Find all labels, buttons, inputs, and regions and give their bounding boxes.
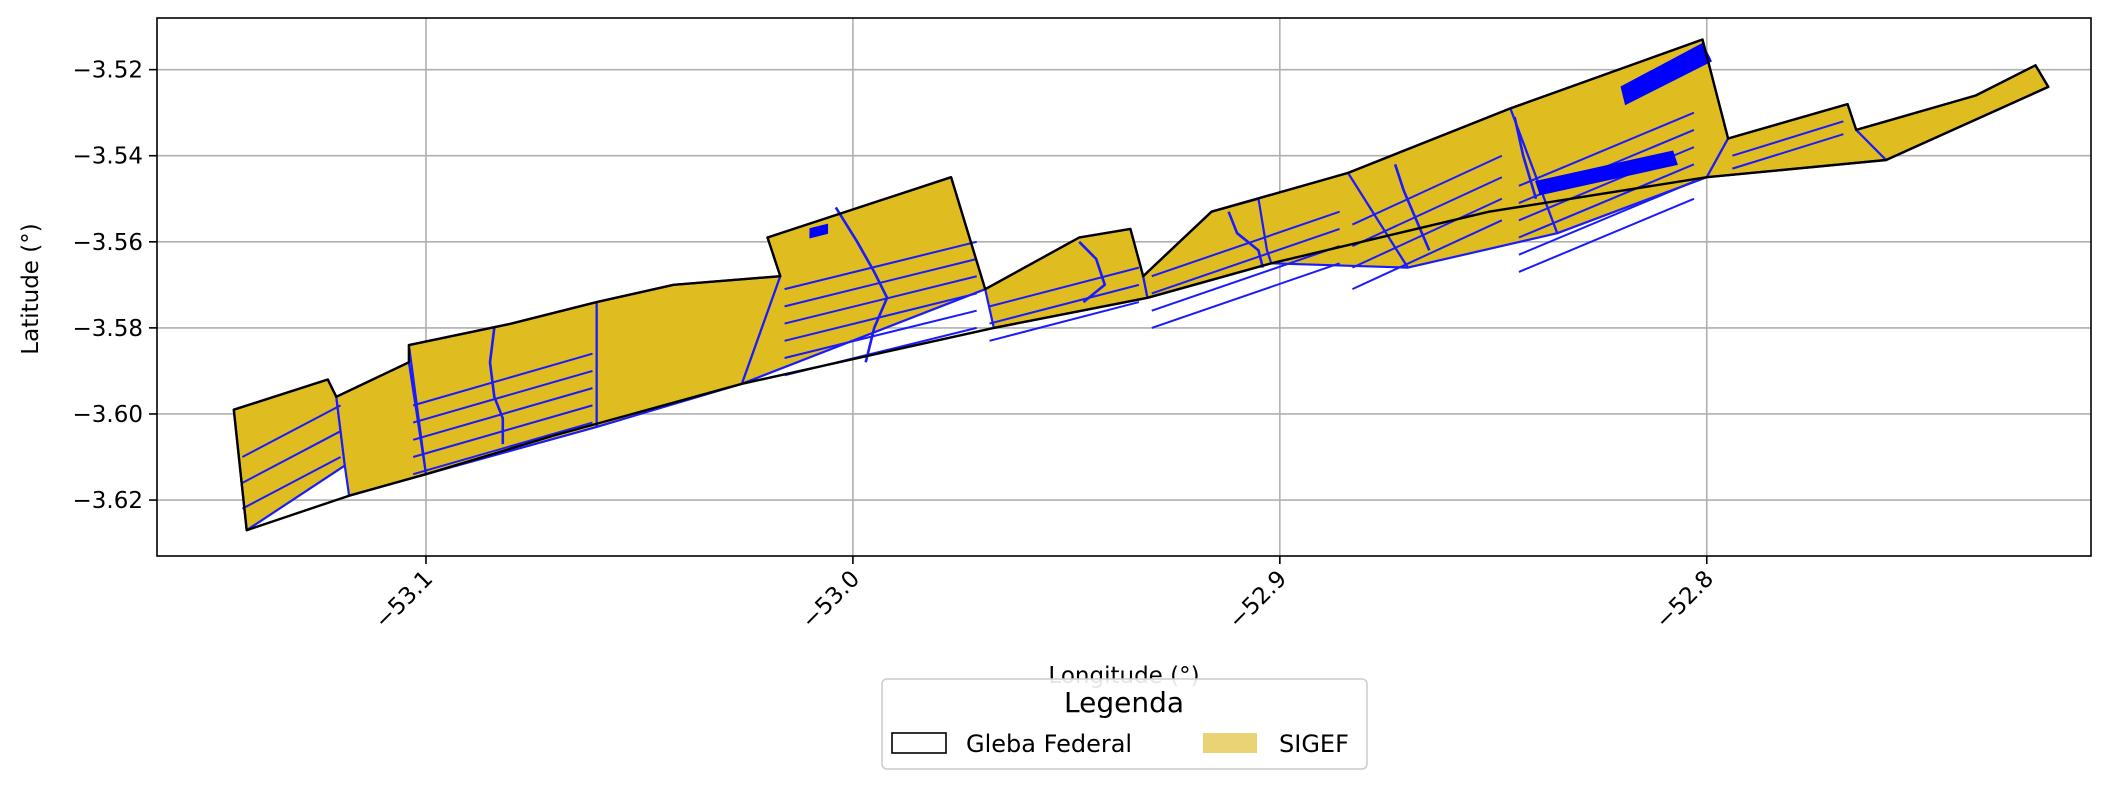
parcel-division-line bbox=[1151, 262, 1340, 329]
parcel-division-line bbox=[1351, 176, 1503, 248]
parcel-division-line bbox=[1518, 197, 1695, 273]
highlight-parcel bbox=[1535, 150, 1678, 196]
x-tick-label: −52.9 bbox=[1224, 566, 1292, 634]
highlight-parcel bbox=[1620, 42, 1713, 106]
highlight-parcel bbox=[809, 223, 829, 239]
parcel-boundary-curve bbox=[1393, 163, 1431, 251]
legend-swatch-sigef bbox=[1203, 733, 1257, 753]
parcel-boundary-curve bbox=[1513, 116, 1538, 200]
gleba-federal-layer bbox=[232, 38, 2050, 532]
parcel-boundary-curve bbox=[1227, 211, 1265, 268]
parcel-division-line bbox=[412, 387, 593, 441]
y-tick-label: −3.52 bbox=[73, 58, 143, 84]
sigef-parcel bbox=[1705, 102, 1888, 179]
parcel-boundary-curve bbox=[834, 206, 889, 363]
parcel-division-line bbox=[1351, 219, 1503, 291]
y-tick-label: −3.62 bbox=[73, 488, 143, 514]
parcel-division-line bbox=[412, 352, 593, 407]
y-tick-label: −3.60 bbox=[73, 402, 143, 428]
parcel-division-line bbox=[1351, 154, 1503, 226]
y-tick-label: −3.54 bbox=[73, 144, 143, 170]
parcel-division-line bbox=[989, 283, 1140, 325]
axes-frame bbox=[156, 17, 2092, 557]
parcel-division-line bbox=[784, 275, 977, 325]
legend-swatch-gleba-federal bbox=[891, 732, 947, 754]
x-tick-label: −53.1 bbox=[370, 566, 438, 634]
y-axis-label: Latitude (°) bbox=[18, 223, 44, 354]
y-axis-ticks: −3.52 −3.54 −3.56 −3.58 −3.60 −3.62 bbox=[73, 58, 157, 514]
parcel-division-line bbox=[1518, 163, 1695, 239]
parcel-division-line bbox=[784, 309, 977, 359]
parcel-division-line bbox=[1518, 111, 1695, 187]
highlight-layer bbox=[809, 42, 1713, 239]
parcel-division-line bbox=[1351, 197, 1503, 269]
parcel-division-line bbox=[241, 404, 342, 458]
parcel-division-line bbox=[1151, 227, 1340, 295]
sigef-parcel bbox=[740, 176, 987, 385]
parcel-boundary-curve bbox=[1078, 240, 1107, 304]
x-axis-ticks: −53.1 −53.0 −52.9 −52.8 bbox=[370, 556, 1719, 634]
sigef-parcel bbox=[335, 361, 428, 497]
y-tick-label: −3.56 bbox=[73, 230, 143, 256]
legend-title: Legenda bbox=[1064, 686, 1184, 719]
sigef-parcel bbox=[1142, 197, 1273, 299]
parcel-division-line bbox=[241, 456, 342, 510]
legend-label-sigef: SIGEF bbox=[1279, 730, 1349, 758]
parcel-division-line bbox=[784, 292, 977, 342]
parcel-division-line bbox=[1151, 245, 1340, 312]
parcel-division-line bbox=[412, 369, 593, 424]
legend-box: Legenda Gleba Federal SIGEF bbox=[881, 678, 1368, 770]
x-tick-label: −52.8 bbox=[1651, 566, 1719, 634]
sigef-parcel bbox=[232, 378, 346, 532]
parcel-division-line bbox=[1732, 133, 1844, 170]
parcel-division-line bbox=[989, 301, 1140, 342]
y-tick-label: −3.58 bbox=[73, 316, 143, 342]
parcel-division-line bbox=[1151, 210, 1340, 278]
legend-label-gleba-federal: Gleba Federal bbox=[966, 730, 1132, 758]
x-tick-label: −53.0 bbox=[797, 566, 865, 634]
sigef-parcel bbox=[1855, 64, 2050, 162]
parcel-division-line bbox=[1732, 120, 1844, 157]
parcel-boundary-curve bbox=[488, 327, 505, 445]
parcel-division-line bbox=[989, 266, 1140, 308]
parcel-division-line bbox=[241, 430, 342, 484]
parcel-division-line bbox=[1518, 180, 1695, 256]
parcel-division-line bbox=[412, 421, 593, 476]
gleba-federal-outline bbox=[232, 38, 2050, 532]
parcel-division-line bbox=[784, 240, 977, 291]
sigef-layer bbox=[232, 38, 2050, 532]
